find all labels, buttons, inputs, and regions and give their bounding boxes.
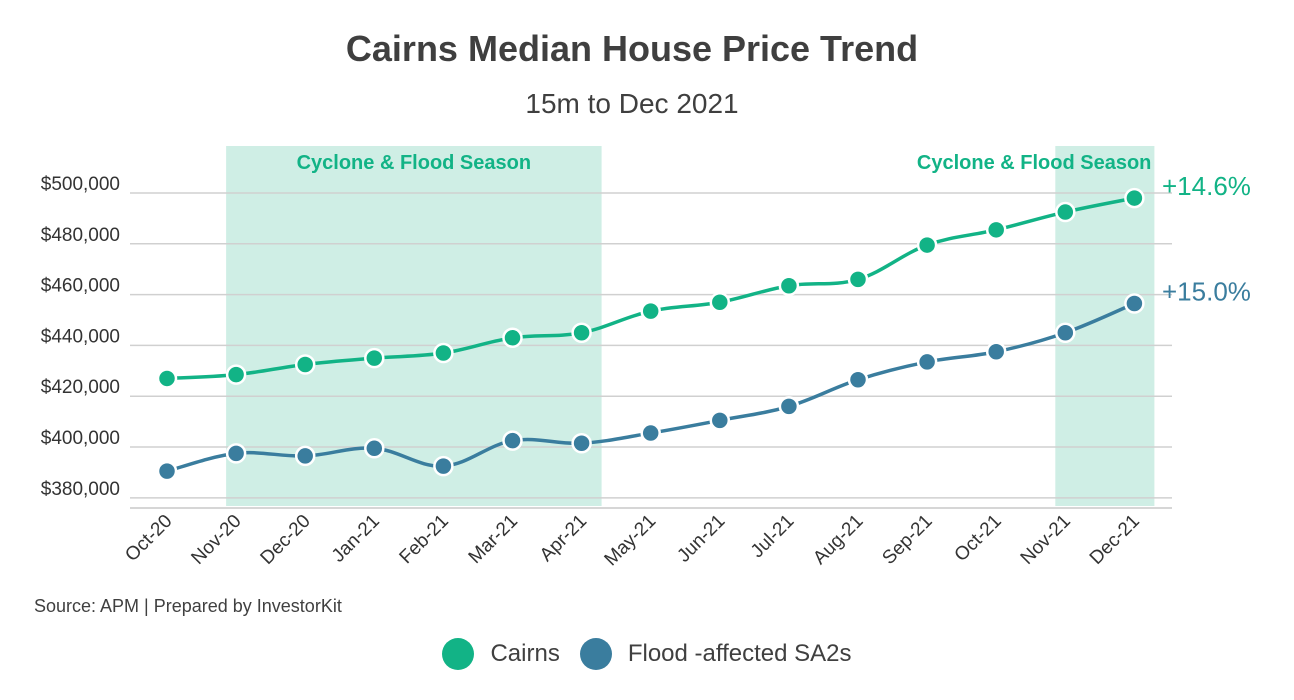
data-point [1055, 322, 1076, 343]
legend-item-cairns: Cairns [442, 638, 560, 670]
x-tick-label: Jul-21 [747, 511, 798, 562]
legend-item-flood: Flood -affected SA2s [579, 638, 852, 670]
x-tick-label: Dec-20 [257, 511, 315, 569]
y-tick-label: $480,000 [41, 225, 120, 246]
x-tick-label: Jun-21 [673, 511, 729, 567]
data-point [985, 341, 1007, 363]
end-label: +15.0% [1162, 277, 1251, 307]
data-point [778, 275, 800, 296]
data-point [778, 396, 800, 417]
x-tick-label: Nov-20 [187, 511, 245, 569]
end-label: +14.6% [1162, 171, 1251, 201]
y-tick-label: $400,000 [41, 428, 120, 449]
data-point [1124, 293, 1145, 314]
legend-label-flood: Flood -affected SA2s [627, 640, 852, 667]
chart-subtitle: 15m to Dec 2021 [525, 88, 739, 119]
data-point [640, 422, 661, 444]
legend-marker-cairns [442, 638, 475, 670]
y-tick-label: $420,000 [41, 377, 120, 398]
x-tick-label: Oct-20 [121, 511, 176, 566]
x-tick-label: Oct-21 [951, 511, 1006, 566]
legend: Cairns Flood -affected SA2s [0, 638, 1294, 670]
x-tick-label: Aug-21 [809, 511, 867, 569]
y-tick-label: $460,000 [41, 276, 120, 297]
data-point [502, 430, 523, 451]
data-point [364, 347, 385, 369]
data-point [640, 300, 661, 322]
data-point [433, 342, 454, 364]
data-point [571, 322, 592, 343]
y-tick-label: $440,000 [41, 326, 120, 347]
data-point [364, 438, 385, 459]
x-tick-label: May-21 [601, 511, 661, 571]
x-tick-label: Nov-21 [1017, 511, 1075, 569]
shaded-region-label: Cyclone & Flood Season [297, 152, 531, 174]
data-point [709, 291, 731, 313]
data-point [294, 354, 316, 375]
shaded-region-label: Cyclone & Flood Season [917, 152, 1151, 174]
data-point [1055, 201, 1076, 223]
y-tick-label: $500,000 [41, 174, 120, 195]
x-tick-label: Dec-21 [1086, 511, 1144, 569]
data-point [156, 368, 178, 389]
data-point [847, 369, 869, 390]
data-point [433, 455, 454, 477]
data-point [571, 432, 592, 454]
y-tick-label: $380,000 [41, 479, 120, 500]
data-point [156, 460, 178, 482]
data-point [847, 269, 869, 290]
x-tick-label: Feb-21 [396, 511, 453, 568]
legend-marker-flood [579, 638, 612, 670]
data-point [916, 351, 938, 373]
data-point [225, 364, 247, 385]
x-tick-label: Apr-21 [536, 511, 591, 566]
data-point [985, 219, 1007, 241]
data-point [294, 445, 316, 467]
data-point [916, 234, 938, 256]
data-point [502, 327, 523, 349]
x-tick-label: Jan-21 [328, 511, 384, 567]
legend-label-cairns: Cairns [490, 640, 560, 667]
data-point [1124, 187, 1145, 209]
x-tick-label: Sep-21 [878, 511, 936, 569]
shaded-region [226, 146, 602, 506]
data-point [225, 443, 247, 464]
x-tick-label: Mar-21 [465, 511, 522, 568]
chart-title: Cairns Median House Price Trend [345, 28, 919, 69]
data-point [709, 410, 731, 431]
source-note: Source: APM | Prepared by InvestorKit [34, 596, 342, 616]
